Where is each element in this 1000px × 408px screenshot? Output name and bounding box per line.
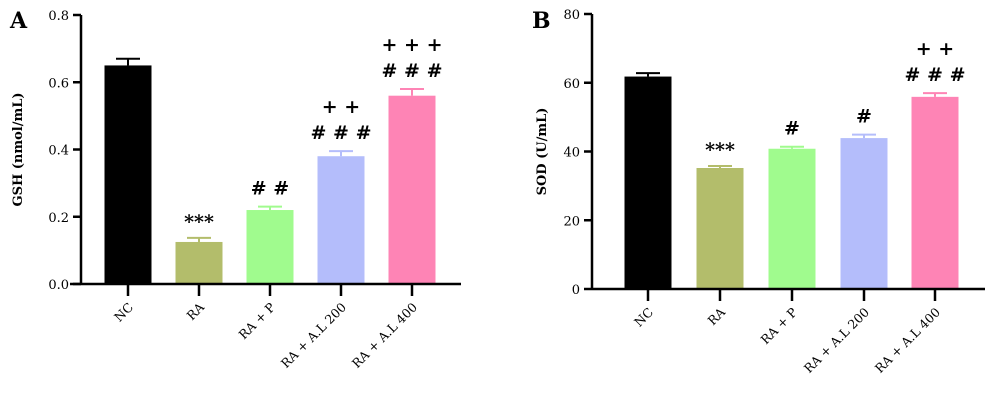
y-tick-label: 0.6 [48,76,69,91]
y-tick-label: 0 [572,283,580,298]
significance-label: + + [322,96,360,118]
bar-1 [696,168,744,289]
significance-label: # [784,118,800,140]
bar-4 [388,95,436,284]
panel-label: A [9,8,28,34]
x-tick-label: RA [704,304,728,328]
bar-2 [768,148,816,289]
significance-label: # # [251,178,289,200]
significance-label: *** [705,139,735,161]
chart-panel-a: A GSH (nmol/mL) *** # # # # # + + # # # + + + 0.… [9,8,461,371]
bar-0 [624,76,672,289]
y-tick-label: 40 [563,146,580,161]
y-tick-label: 0.0 [48,278,69,293]
significance-label: *** [184,211,214,233]
y-axis-label: GSH (nmol/mL) [11,92,26,206]
y-tick-label: 0.2 [48,211,69,226]
y-axis-label: SOD (U/mL) [535,108,550,196]
x-tick-label: RA + A.L 400 [349,299,420,370]
significance-label: + + + [382,34,443,56]
x-tick-label: NC [631,305,656,330]
significance-label: # # # [905,64,966,86]
y-tick-label: 80 [563,8,580,23]
x-tick-label: RA + A.L 200 [801,304,872,375]
bar-3 [317,156,365,284]
y-tick-label: 0.8 [48,9,69,24]
bar-2 [246,210,294,284]
x-tick-label: RA [183,299,207,323]
x-tick-label: RA + P [757,305,800,348]
bar-3 [840,138,888,289]
x-tick-label: RA + A.L 200 [278,299,349,370]
y-tick-label: 60 [563,77,580,92]
significance-label: # # # [382,60,443,82]
significance-label: # # # [311,122,372,144]
significance-label: + + [916,38,954,60]
bar-0 [104,65,152,284]
x-tick-label: NC [111,300,136,325]
y-tick-label: 0.4 [48,144,69,159]
significance-label: # [856,106,872,128]
y-tick-label: 20 [563,214,580,229]
bar-4 [911,96,959,289]
chart-panel-b: B SOD (U/mL) *** # # # # # + + 0 20 40 60 80 NC RA RA … [532,8,985,376]
x-tick-label: RA + P [235,300,278,343]
bar-1 [175,241,223,284]
x-tick-label: RA + A.L 400 [872,304,943,375]
panel-label: B [532,8,551,34]
